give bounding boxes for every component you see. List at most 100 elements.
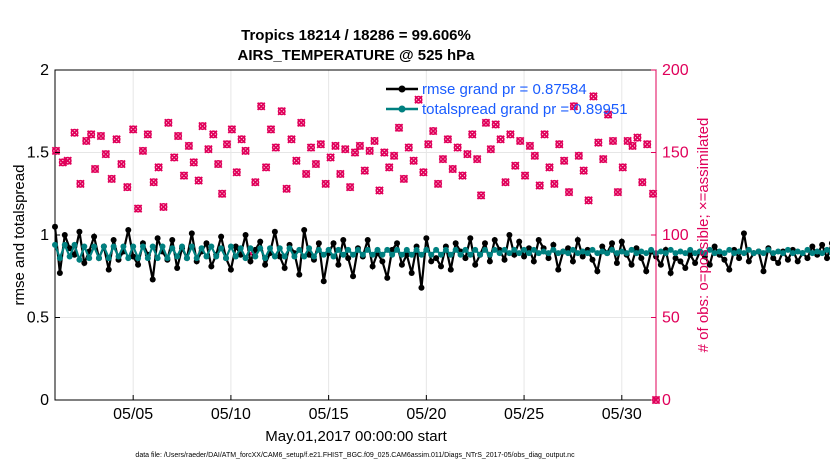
obs-possible-marker xyxy=(633,133,642,142)
obs-assimilated-marker xyxy=(628,141,637,151)
obs-possible-marker xyxy=(164,118,173,127)
series-point-totalspread xyxy=(814,248,821,255)
obs-assimilated-marker xyxy=(618,163,628,172)
obs-possible-marker xyxy=(316,140,325,149)
series-point-totalspread xyxy=(296,246,303,253)
series-point-rmse xyxy=(711,243,718,250)
series-point-rmse xyxy=(516,238,523,245)
obs-possible-marker xyxy=(370,136,379,145)
obs-possible-marker xyxy=(385,163,394,172)
series-point-totalspread xyxy=(496,250,503,257)
series-point-rmse xyxy=(257,238,264,245)
series-point-rmse xyxy=(125,227,132,234)
series-point-totalspread xyxy=(359,251,366,258)
obs-assimilated-marker xyxy=(164,118,173,128)
y-right-tick-label: 50 xyxy=(662,310,680,327)
obs-assimilated-marker xyxy=(638,177,647,187)
series-point-rmse xyxy=(188,230,195,237)
obs-possible-marker xyxy=(159,202,168,211)
obs-assimilated-marker xyxy=(443,135,453,144)
obs-possible-marker xyxy=(453,143,462,152)
series-point-totalspread xyxy=(413,246,420,253)
obs-possible-marker xyxy=(76,179,85,188)
series-point-rmse xyxy=(804,255,811,262)
obs-possible-marker xyxy=(101,150,110,159)
series-lines xyxy=(52,223,830,291)
obs-possible-marker xyxy=(51,146,60,155)
series-point-rmse xyxy=(452,240,459,247)
obs-assimilated-marker xyxy=(198,121,207,131)
y-axis-left-label: rmse and totalspread xyxy=(11,165,28,306)
obs-possible-marker xyxy=(424,140,433,149)
series-point-totalspread xyxy=(242,255,249,262)
series-point-totalspread xyxy=(232,253,239,260)
obs-possible-marker xyxy=(390,151,399,160)
obs-possible-marker xyxy=(107,174,116,183)
series-point-totalspread xyxy=(149,243,156,250)
series-point-totalspread xyxy=(403,246,410,253)
series-point-rmse xyxy=(379,258,386,265)
series-point-totalspread xyxy=(560,248,567,255)
obs-assimilated-marker xyxy=(574,151,584,161)
obs-assimilated-marker xyxy=(414,95,423,104)
series-point-rmse xyxy=(61,232,68,238)
obs-assimilated-marker xyxy=(251,177,260,187)
obs-assimilated-marker xyxy=(520,171,530,180)
series-point-rmse xyxy=(824,255,830,262)
series-point-totalspread xyxy=(203,253,210,260)
obs-assimilated-marker xyxy=(133,204,143,213)
series-point-rmse xyxy=(692,260,699,267)
x-tick-label: 05/25 xyxy=(504,406,544,423)
obs-possible-marker xyxy=(434,179,443,188)
obs-assimilated-marker xyxy=(476,191,486,200)
obs-assimilated-marker xyxy=(370,136,379,146)
series-point-rmse xyxy=(384,274,391,281)
series-point-rmse xyxy=(252,246,259,253)
series-point-totalspread xyxy=(784,246,791,253)
obs-assimilated-marker xyxy=(112,135,121,144)
series-point-totalspread xyxy=(384,246,391,253)
obs-possible-marker xyxy=(96,132,105,141)
obs-assimilated-marker xyxy=(453,143,462,152)
y-tick-label: 0 xyxy=(40,392,49,409)
series-point-totalspread xyxy=(130,243,137,250)
obs-assimilated-marker xyxy=(277,107,286,116)
obs-assimilated-marker xyxy=(389,151,399,161)
obs-possible-marker xyxy=(584,196,593,205)
series-point-rmse xyxy=(819,241,826,248)
series-point-totalspread xyxy=(452,246,459,253)
series-point-totalspread xyxy=(706,246,713,253)
obs-possible-marker xyxy=(112,135,121,144)
obs-assimilated-marker xyxy=(326,153,335,162)
series-point-totalspread xyxy=(794,248,801,255)
series-point-totalspread xyxy=(354,246,361,253)
y-axis-right-ticks: 0 50 100 150 200 xyxy=(651,62,689,409)
obs-count-markers xyxy=(51,92,661,405)
series-point-totalspread xyxy=(623,250,630,257)
obs-assimilated-marker xyxy=(222,140,232,149)
series-point-rmse xyxy=(208,263,215,270)
obs-possible-marker xyxy=(257,102,266,111)
obs-possible-marker xyxy=(535,181,544,190)
series-point-rmse xyxy=(369,263,376,270)
obs-possible-marker xyxy=(214,160,223,169)
series-point-totalspread xyxy=(677,248,684,255)
x-tick-label: 05/15 xyxy=(309,406,349,423)
series-point-rmse xyxy=(149,276,156,283)
obs-possible-marker xyxy=(409,156,418,165)
series-point-totalspread xyxy=(457,251,464,258)
series-point-rmse xyxy=(565,245,572,252)
obs-possible-marker xyxy=(222,140,231,149)
obs-possible-marker xyxy=(511,161,520,170)
series-point-rmse xyxy=(794,258,801,265)
series-point-totalspread xyxy=(306,245,313,252)
obs-possible-marker xyxy=(194,176,203,185)
obs-assimilated-marker xyxy=(271,143,281,152)
obs-possible-marker xyxy=(227,125,236,134)
obs-assimilated-marker xyxy=(633,133,642,142)
series-point-totalspread xyxy=(52,241,58,248)
obs-possible-marker xyxy=(399,174,408,183)
series-point-totalspread xyxy=(618,248,625,255)
series-point-totalspread xyxy=(76,256,83,263)
obs-assimilated-marker xyxy=(404,143,413,152)
